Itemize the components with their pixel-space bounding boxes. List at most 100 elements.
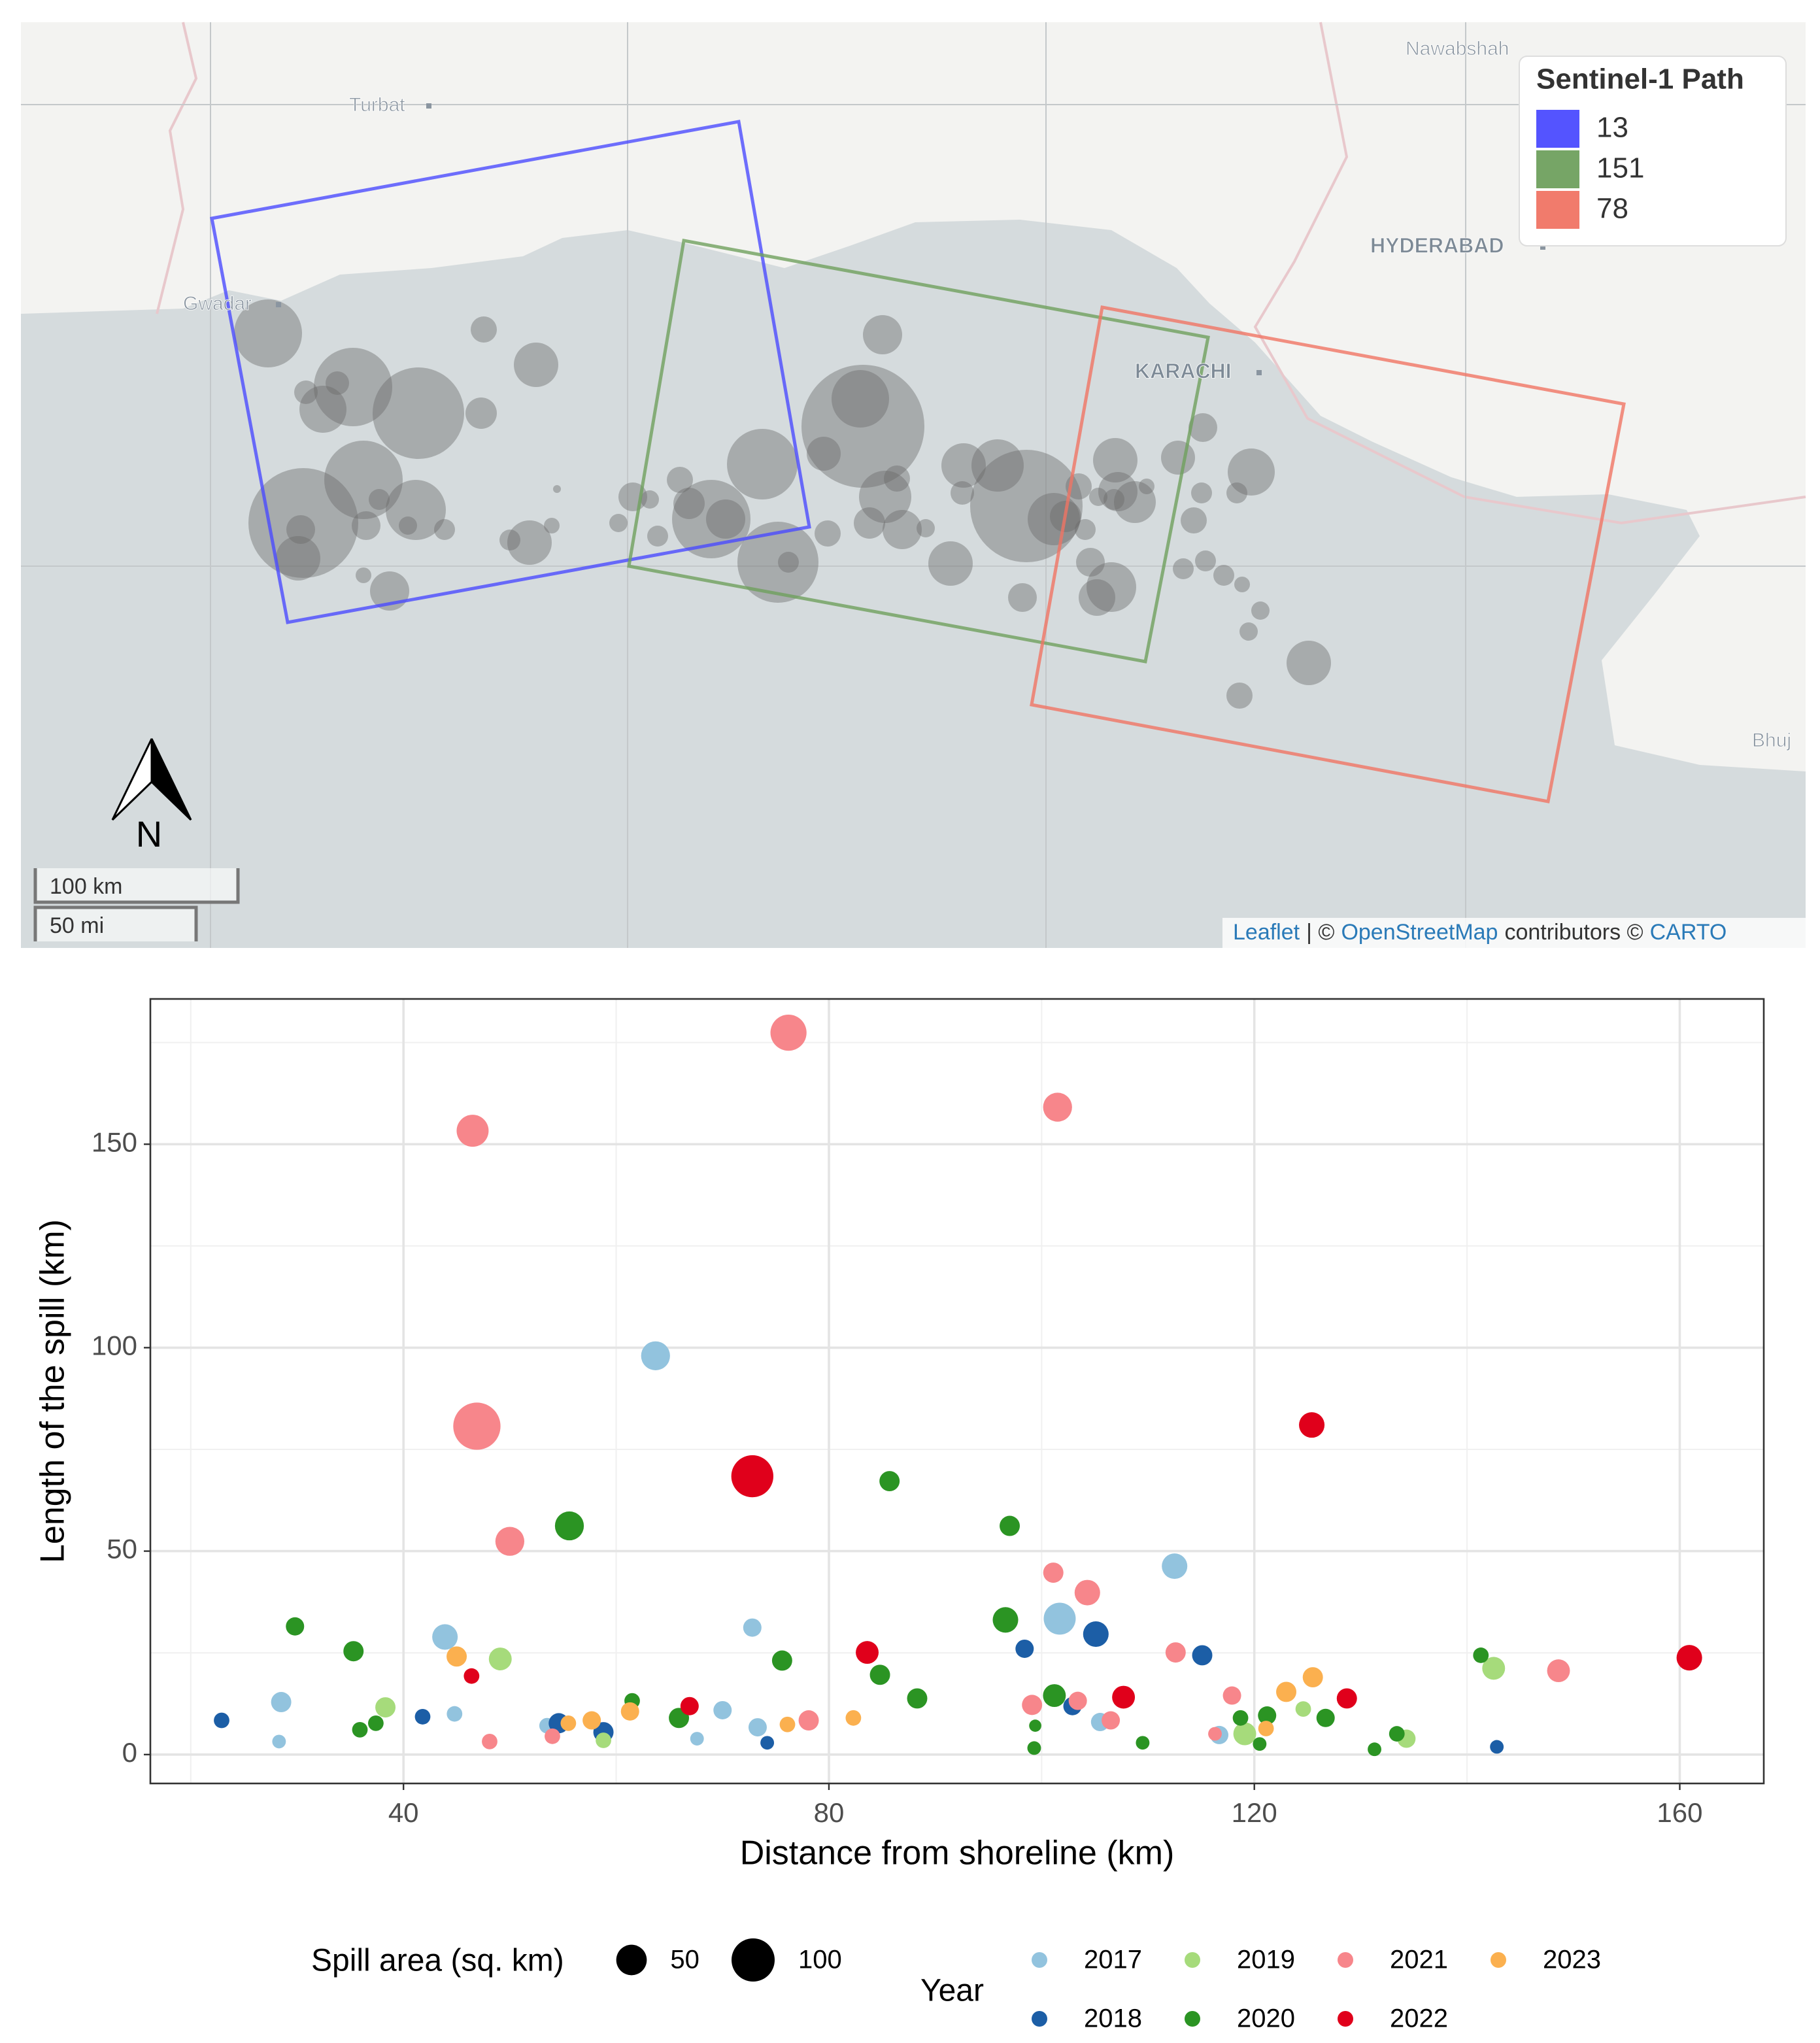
spill-circle bbox=[514, 343, 558, 387]
color-legend-title: Year bbox=[920, 1974, 984, 2008]
spill-circle bbox=[884, 465, 910, 492]
legend-label: 151 bbox=[1596, 152, 1644, 184]
color-legend-label: 2019 bbox=[1237, 1946, 1295, 1974]
place-label: Gwadar bbox=[183, 293, 252, 314]
spill-circle bbox=[1287, 641, 1331, 685]
graticule bbox=[21, 22, 1806, 948]
spill-point bbox=[907, 1688, 928, 1709]
color-legend-label: 2018 bbox=[1084, 2004, 1142, 2033]
scale-bar bbox=[33, 868, 240, 904]
spill-point bbox=[214, 1712, 229, 1729]
spill-point bbox=[1258, 1706, 1277, 1725]
spill-point bbox=[545, 1728, 560, 1744]
place-label: Bhuj bbox=[1752, 730, 1791, 751]
spill-point bbox=[1676, 1645, 1702, 1671]
spill-circle bbox=[673, 488, 705, 519]
spill-circle bbox=[1098, 472, 1138, 511]
spill-point bbox=[554, 1511, 584, 1541]
spill-circle bbox=[917, 519, 935, 537]
spill-point bbox=[845, 1710, 862, 1726]
spill-point bbox=[1208, 1727, 1222, 1741]
plot-panel bbox=[150, 999, 1764, 1783]
spill-point bbox=[856, 1641, 879, 1664]
north-arrow bbox=[150, 738, 192, 821]
legend-swatch bbox=[1536, 191, 1579, 229]
spill-circle bbox=[294, 380, 318, 404]
spill-point bbox=[1027, 1741, 1041, 1755]
spill-point bbox=[1015, 1639, 1034, 1658]
spill-point bbox=[368, 1715, 384, 1731]
size-legend-title: Spill area (sq. km) bbox=[311, 1944, 564, 1978]
spill-circle bbox=[369, 489, 390, 510]
spill-circle bbox=[1104, 489, 1124, 510]
x-tick-label: 40 bbox=[388, 1797, 419, 1828]
spill-point bbox=[272, 1734, 286, 1749]
spill-point bbox=[1102, 1711, 1121, 1730]
spill-circle bbox=[1239, 622, 1258, 641]
spill-circle bbox=[1173, 558, 1194, 579]
place-label: KARACHI bbox=[1135, 359, 1232, 382]
spill-circle bbox=[499, 530, 520, 550]
place-label: Nawabshah bbox=[1406, 38, 1509, 59]
legend-title: Sentinel-1 Path bbox=[1536, 63, 1744, 95]
color-legend-key bbox=[1185, 2011, 1200, 2027]
spill-point bbox=[1276, 1681, 1297, 1702]
color-legend-key bbox=[1491, 1952, 1506, 1968]
spill-circle bbox=[373, 367, 464, 459]
spill-point bbox=[798, 1710, 819, 1731]
spill-point bbox=[1043, 1092, 1072, 1122]
attribution: Leaflet | © OpenStreetMap contributors © CAR… bbox=[1233, 920, 1727, 945]
spill-circle bbox=[553, 485, 561, 493]
spill-circle bbox=[248, 468, 358, 578]
spill-point bbox=[482, 1733, 497, 1749]
spill-circle bbox=[234, 299, 302, 367]
plot-border bbox=[149, 998, 1765, 1785]
color-legend-label: 2020 bbox=[1237, 2004, 1295, 2033]
spill-point bbox=[453, 1402, 501, 1450]
spill-point bbox=[1336, 1688, 1357, 1709]
spill-point bbox=[447, 1706, 463, 1722]
place-label: Turbat bbox=[349, 94, 405, 116]
spill-circle bbox=[471, 316, 497, 343]
spill-point bbox=[1473, 1647, 1489, 1663]
spill-circle bbox=[951, 481, 974, 505]
x-tick-label: 160 bbox=[1657, 1797, 1702, 1828]
spill-point bbox=[463, 1668, 480, 1684]
spill-circle bbox=[970, 450, 1083, 562]
attribution-part[interactable]: Leaflet bbox=[1233, 920, 1300, 945]
y-tick-label: 150 bbox=[92, 1126, 137, 1157]
spill-circle bbox=[1213, 565, 1234, 586]
spill-point bbox=[992, 1607, 1019, 1633]
spill-circle bbox=[324, 441, 403, 519]
spill-circle bbox=[399, 516, 417, 535]
place-dot bbox=[1256, 370, 1262, 375]
spill-point bbox=[1029, 1719, 1041, 1732]
spill-point bbox=[1043, 1602, 1076, 1635]
spill-circle bbox=[434, 519, 455, 540]
spill-circle bbox=[859, 471, 911, 523]
spill-point bbox=[680, 1697, 699, 1715]
spill-circle bbox=[672, 480, 750, 558]
spill-circle bbox=[1195, 550, 1216, 571]
y-tick-label: 100 bbox=[92, 1330, 137, 1360]
spill-point bbox=[1136, 1736, 1150, 1750]
border bbox=[156, 22, 198, 314]
spill-point bbox=[414, 1709, 431, 1725]
place-dot bbox=[1540, 245, 1545, 250]
attribution-part[interactable]: OpenStreetMap bbox=[1341, 920, 1498, 945]
spill-circle bbox=[832, 370, 889, 428]
spill-circle bbox=[667, 467, 693, 493]
spill-circle bbox=[356, 567, 371, 583]
spill-point bbox=[1233, 1722, 1256, 1746]
scale-label: 100 km bbox=[50, 874, 123, 899]
scale-label: 50 mi bbox=[50, 913, 104, 938]
legend-swatch bbox=[1536, 110, 1579, 148]
spill-point bbox=[1000, 1515, 1020, 1536]
spill-point bbox=[690, 1732, 704, 1746]
spill-point bbox=[1043, 1684, 1066, 1708]
spill-circle bbox=[1161, 441, 1195, 475]
spill-circle bbox=[609, 514, 628, 532]
attribution-part[interactable]: CARTO bbox=[1650, 920, 1727, 945]
spill-point bbox=[620, 1702, 639, 1721]
spill-circle bbox=[1076, 548, 1105, 577]
